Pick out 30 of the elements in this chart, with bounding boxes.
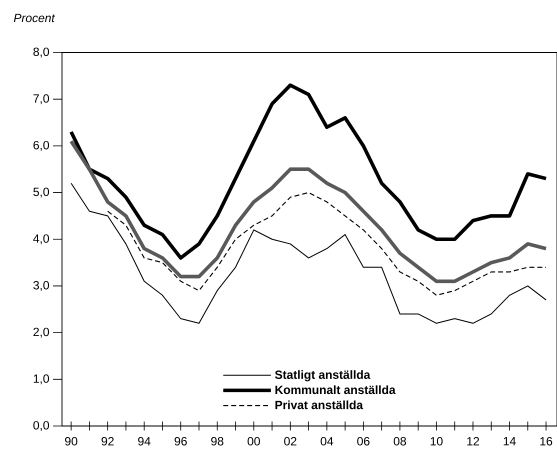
x-tick-label: 00 bbox=[248, 437, 260, 446]
line-series bbox=[70, 182, 547, 324]
x-tick-label: 16 bbox=[540, 437, 552, 446]
y-tick-label: 6,0 bbox=[33, 140, 50, 151]
x-tick-label: 90 bbox=[65, 437, 78, 446]
y-tick-label: 4,0 bbox=[33, 234, 50, 244]
y-tick-label: 1,0 bbox=[34, 374, 50, 384]
x-tick-label: 06 bbox=[357, 437, 370, 446]
x-tick-label: 10 bbox=[430, 437, 443, 446]
x-tick-label: 02 bbox=[284, 437, 296, 446]
x-tick-label: 12 bbox=[467, 437, 480, 446]
y-tick-label: 8,0 bbox=[33, 48, 50, 58]
y-tick-label: 7,0 bbox=[33, 94, 50, 104]
x-tick-label: 04 bbox=[320, 437, 334, 446]
legend-label: Statligt anställda bbox=[275, 370, 370, 382]
x-tick-label: 08 bbox=[394, 437, 406, 446]
line-series bbox=[69, 83, 548, 260]
x-tick-label: 94 bbox=[138, 437, 150, 446]
y-tick-label: 3,0 bbox=[33, 281, 50, 291]
x-tick-label: 14 bbox=[504, 437, 516, 446]
y-tick-label: 2,0 bbox=[33, 328, 50, 338]
y-tick-label: 5,0 bbox=[33, 188, 50, 198]
y-axis-title: Procent bbox=[14, 14, 56, 22]
y-tick-label: 0,0 bbox=[33, 421, 50, 431]
x-tick-label: 96 bbox=[174, 437, 187, 446]
x-tick-label: 98 bbox=[211, 437, 224, 446]
legend-label: Privat anställda bbox=[275, 400, 364, 410]
legend-label: Kommunalt anställda bbox=[275, 385, 396, 394]
x-tick-label: 92 bbox=[102, 437, 114, 446]
line-series bbox=[69, 139, 548, 284]
